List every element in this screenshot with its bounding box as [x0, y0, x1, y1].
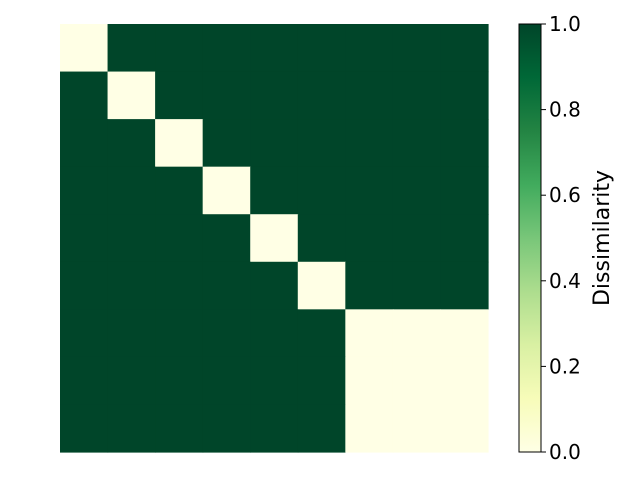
colorbar: 0.0 0.2 0.4 0.6 0.8 1.0 Dissimilarity	[518, 12, 615, 464]
heatmap-cell	[250, 24, 299, 73]
heatmap-cell	[107, 356, 156, 406]
heatmap-cell	[440, 119, 489, 168]
heatmap-cell	[345, 166, 394, 215]
heatmap-cell	[392, 356, 442, 406]
heatmap-cell	[297, 214, 346, 263]
colorbar-label: Dissimilarity	[590, 170, 615, 306]
colorbar-tick-label: 0.6	[549, 183, 581, 207]
heatmap-cell	[155, 261, 204, 310]
heatmap-cell	[60, 214, 109, 263]
heatmap-cell	[297, 119, 346, 168]
heatmap-cell	[345, 261, 394, 310]
heatmap-cell	[155, 214, 204, 263]
heatmap-cell	[297, 71, 346, 120]
heatmap-cell	[345, 119, 394, 168]
heatmap-cell	[297, 24, 346, 73]
heatmap-cell	[345, 214, 394, 263]
heatmap-cell	[60, 309, 109, 358]
heatmap-cell	[250, 214, 299, 263]
heatmap-cells	[60, 24, 489, 453]
colorbar-gradient	[518, 23, 542, 453]
heatmap-cell	[345, 71, 394, 120]
heatmap-cell	[202, 24, 251, 73]
colorbar-tick-label: 0.4	[549, 269, 581, 293]
heatmap-cell	[60, 71, 109, 120]
heatmap-cell	[107, 166, 156, 215]
heatmap-cell	[202, 261, 251, 310]
heatmap-cell	[392, 119, 442, 168]
heatmap-cell	[155, 24, 204, 73]
heatmap-cell	[155, 309, 204, 358]
heatmap-cell	[202, 404, 251, 453]
heatmap-cell	[250, 71, 299, 120]
heatmap-cell	[60, 356, 109, 406]
heatmap-cell	[440, 404, 489, 453]
heatmap-cell	[345, 404, 394, 453]
heatmap-cell	[297, 261, 346, 310]
heatmap-cell	[202, 356, 251, 406]
heatmap-cell	[60, 166, 109, 215]
heatmap-cell	[202, 71, 251, 120]
heatmap-cell	[202, 166, 251, 215]
colorbar-tick-label: 0.2	[549, 354, 581, 378]
colorbar-tick-label: 0.0	[549, 440, 581, 464]
heatmap-cell	[440, 356, 489, 406]
heatmap-cell	[440, 71, 489, 120]
heatmap-cell	[60, 261, 109, 310]
heatmap-cell	[392, 166, 442, 215]
heatmap-cell	[250, 166, 299, 215]
heatmap-cell	[107, 214, 156, 263]
heatmap-cell	[60, 404, 109, 453]
heatmap-cell	[345, 24, 394, 73]
heatmap-cell	[392, 214, 442, 263]
heatmap-cell	[345, 309, 394, 358]
heatmap-cell	[297, 309, 346, 358]
heatmap-cell	[250, 356, 299, 406]
heatmap-cell	[392, 71, 442, 120]
heatmap-cell	[202, 119, 251, 168]
heatmap-cell	[297, 356, 346, 406]
heatmap-cell	[107, 261, 156, 310]
heatmap-cell	[155, 356, 204, 406]
heatmap-cell	[392, 404, 442, 453]
heatmap-cell	[202, 214, 251, 263]
heatmap-cell	[250, 119, 299, 168]
heatmap-cell	[60, 119, 109, 168]
heatmap-cell	[107, 24, 156, 73]
heatmap-cell	[297, 166, 346, 215]
heatmap-cell	[107, 71, 156, 120]
heatmap-cell	[107, 119, 156, 168]
heatmap-cell	[250, 261, 299, 310]
heatmap-cell	[202, 309, 251, 358]
heatmap-cell	[297, 404, 346, 453]
heatmap-cell	[345, 356, 394, 406]
heatmap-cell	[440, 261, 489, 310]
heatmap-cell	[440, 166, 489, 215]
heatmap-cell	[440, 214, 489, 263]
heatmap-cell	[60, 24, 109, 73]
heatmap-cell	[392, 261, 442, 310]
heatmap-cell	[155, 119, 204, 168]
colorbar-tick-label: 0.8	[549, 98, 581, 122]
heatmap-cell	[155, 404, 204, 453]
heatmap-cell	[155, 166, 204, 215]
colorbar-ticks: 0.0 0.2 0.4 0.6 0.8 1.0	[541, 12, 581, 464]
heatmap-cell	[250, 404, 299, 453]
heatmap-cell	[392, 309, 442, 358]
colorbar-tick-label: 1.0	[549, 12, 581, 36]
heatmap-cell	[155, 71, 204, 120]
heatmap-cell	[107, 309, 156, 358]
heatmap-cell	[107, 404, 156, 453]
heatmap-cell	[392, 24, 442, 73]
heatmap-cell	[440, 309, 489, 358]
heatmap-cell	[440, 24, 489, 73]
heatmap-cell	[250, 309, 299, 358]
